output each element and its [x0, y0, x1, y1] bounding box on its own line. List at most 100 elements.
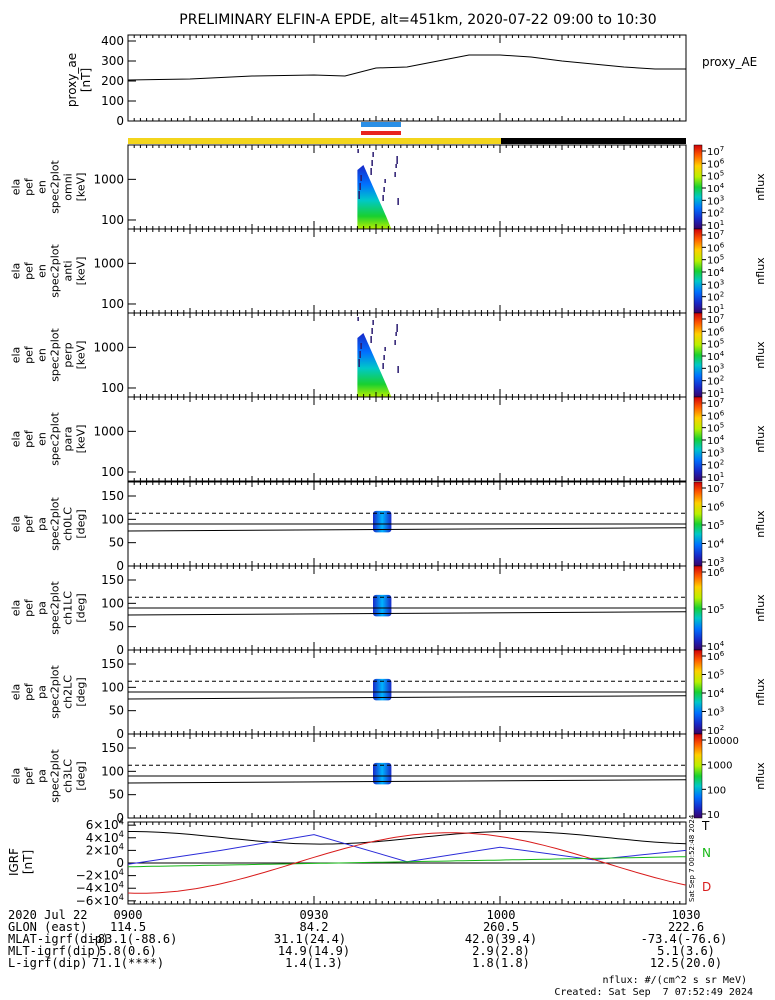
pa-y-tick-label: 100 — [101, 680, 124, 694]
energy-panel-frame — [127, 228, 687, 314]
panel-ylabel: ela — [10, 431, 23, 448]
colorbar-label: nflux — [754, 510, 767, 538]
energy-spectrogram — [357, 165, 392, 229]
loss-cone-line — [127, 611, 687, 616]
colorbar-label: nflux — [754, 678, 767, 706]
panel-ylabel: ch0LC — [62, 507, 75, 541]
footer-units: nflux: #/(cm^2 s sr MeV) — [602, 975, 748, 986]
energy-spectrogram-speck — [384, 347, 386, 351]
ae-y-tick-label: 400 — [101, 34, 124, 48]
colorbar-tick-label: 101 — [707, 303, 724, 316]
pa-y-tick-label: 100 — [101, 596, 124, 610]
colorbar-label: nflux — [754, 594, 767, 622]
pitch-angle-spectrogram — [373, 678, 392, 701]
colorbar-tick-label: 104 — [707, 640, 725, 653]
energy-spectrogram-speck — [357, 317, 359, 321]
energy-y-tick-label: 1000 — [93, 172, 124, 186]
igrf-by-line — [127, 856, 687, 868]
energy-y-tick-label: 1000 — [93, 340, 124, 354]
colorbar — [693, 565, 703, 651]
energy-spectrogram-speck — [396, 324, 398, 332]
colorbar-tick-label: 101 — [707, 471, 724, 484]
loss-cone-line — [127, 695, 687, 700]
igrf-y-tick-label: 2×104 — [86, 842, 124, 858]
pa-y-tick-label: 150 — [101, 657, 124, 671]
cell: -83.1(-88.6) — [90, 932, 178, 946]
colorbar-label: nflux — [754, 341, 767, 369]
pa-y-tick-label: 50 — [109, 704, 124, 718]
ae-panel: 0 100 200 300 400 proxy_AE proxy_ae [nT] — [65, 34, 757, 128]
igrf-y-tick-label: −6×104 — [76, 892, 124, 908]
energy-spectrogram-speck — [370, 336, 372, 343]
energy-y-tick-label: 100 — [101, 465, 124, 479]
colorbar-label: nflux — [754, 173, 767, 201]
row-l-label: L-igrf(dip) — [8, 956, 88, 970]
cell: 1.8(1.8) — [472, 956, 530, 970]
energy-spectrogram-speck — [372, 320, 374, 325]
cell: -73.4(-76.6) — [640, 932, 728, 946]
pa-y-tick-label: 50 — [109, 620, 124, 634]
colorbar-tick-label: 105 — [707, 170, 724, 183]
igrf-stamp: Sat Sep 7 00:52:48 2024 — [688, 814, 696, 902]
panel-ylabel: spec2plot — [49, 665, 62, 719]
cell: 1030 — [671, 908, 701, 922]
colorbar-tick-label: 102 — [707, 375, 724, 388]
colorbar — [693, 228, 703, 314]
energy-spectrogram-speck — [360, 175, 362, 181]
energy-spectrogram-speck — [358, 359, 360, 367]
night-bar — [501, 138, 686, 144]
panel-ylabel: [deg] — [75, 761, 88, 790]
panel-ylabel: ela — [10, 768, 23, 785]
pa-y-tick-label: 100 — [101, 512, 124, 526]
colorbar-tick-label: 105 — [707, 669, 724, 682]
panel-ylabel: spec2plot — [49, 328, 62, 382]
loss-cone-line — [127, 779, 687, 784]
igrf-ylabel-1: IGRF — [7, 848, 21, 876]
panel-ylabel: spec2plot — [49, 581, 62, 635]
panel-ylabel: pef — [23, 429, 36, 448]
colorbar-tick-label: 104 — [707, 266, 725, 279]
panel-ylabel: pef — [23, 766, 36, 785]
panel-ylabel: ela — [10, 516, 23, 533]
pa-y-tick-label: 0 — [116, 559, 124, 573]
cell: 0900 — [113, 908, 143, 922]
ae-ylabel-2: [nT] — [79, 68, 93, 92]
colorbar-tick-label: 106 — [707, 157, 725, 170]
ae-y-tick-label: 0 — [116, 114, 124, 128]
panel-ylabel: spec2plot — [49, 497, 62, 551]
row-date-label: 2020 Jul 22 — [8, 908, 88, 922]
igrf-legend-n: N — [702, 846, 711, 860]
panel-ylabel: pef — [23, 514, 36, 533]
energy-spectrogram-speck — [382, 363, 384, 369]
pa-y-tick-label: 150 — [101, 489, 124, 503]
colorbar-tick-label: 103 — [707, 446, 724, 459]
panel-ylabel: pa — [36, 769, 49, 783]
pitch-angle-panel-4: 0 50 100 150 ela pef pa spec2plot ch3LC [deg] 1000… — [10, 733, 767, 825]
energy-panel-frame — [127, 312, 687, 398]
colorbar-tick-label: 102 — [707, 291, 724, 304]
colorbar-tick-label: 1000 — [707, 761, 732, 772]
panel-ylabel: ela — [10, 684, 23, 701]
colorbar-label: nflux — [754, 257, 767, 285]
colorbar-tick-label: 106 — [707, 325, 725, 338]
loss-cone-line — [127, 527, 687, 532]
colorbar-tick-label: 103 — [707, 556, 724, 569]
energy-y-tick-label: 1000 — [93, 424, 124, 438]
cell: 0930 — [299, 908, 329, 922]
energy-spectrogram-speck — [372, 152, 374, 157]
pitch-angle-spectrogram — [373, 510, 392, 533]
cell: 71.1(****) — [91, 956, 165, 970]
colorbar-tick-label: 107 — [707, 229, 724, 242]
colorbar-label: nflux — [754, 425, 767, 453]
pitch-angle-panel-2: 0 50 100 150 ela pef pa spec2plot ch1LC [deg] 106 1… — [10, 565, 767, 657]
pa-y-tick-label: 0 — [116, 727, 124, 741]
colorbar-tick-label: 106 — [707, 650, 725, 663]
energy-spectrogram-speck — [359, 351, 361, 358]
colorbar — [693, 733, 703, 819]
cell: 222.6 — [667, 920, 705, 934]
igrf-y-tick-label: −4×104 — [76, 879, 124, 895]
ae-legend: proxy_AE — [702, 55, 757, 69]
